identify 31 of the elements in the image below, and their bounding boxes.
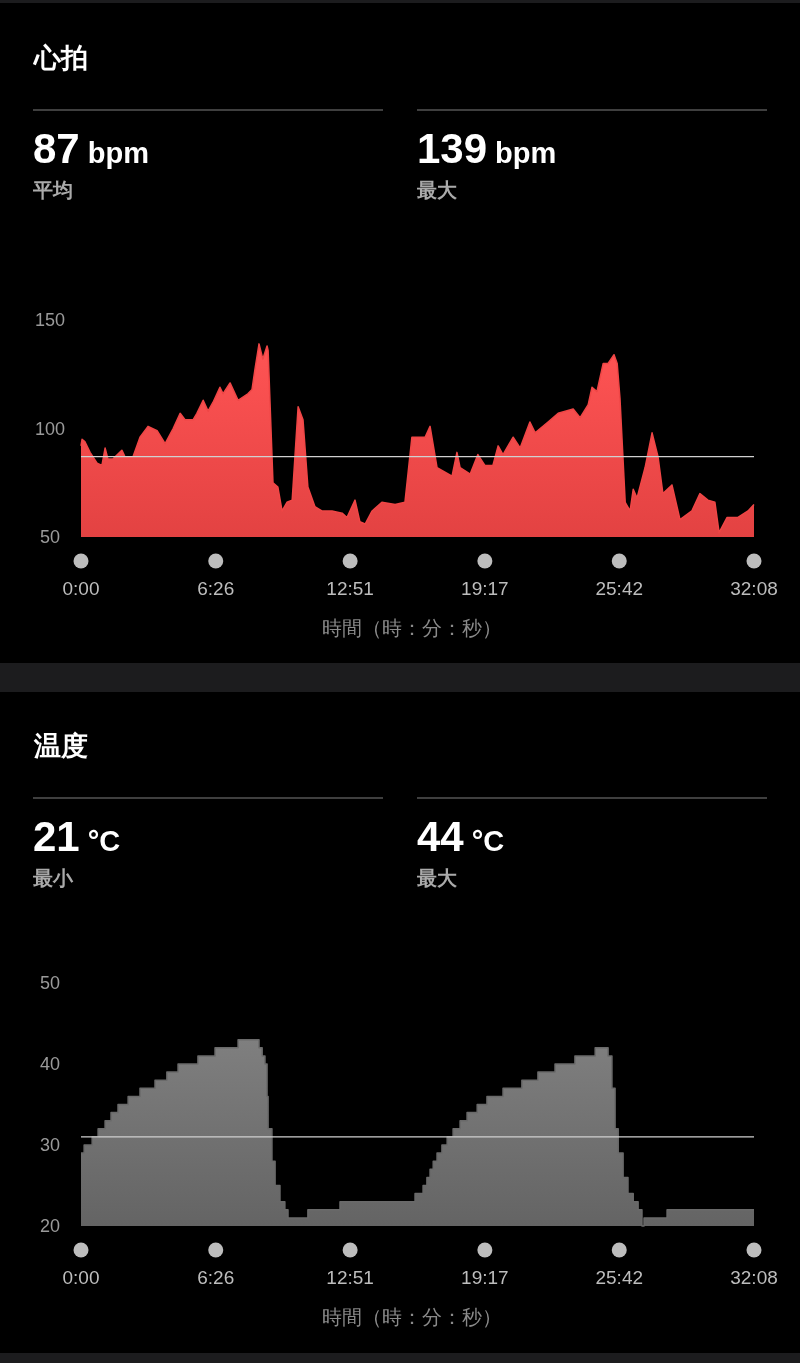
text: 139 bpm <box>417 125 557 172</box>
chart-title: 温度 <box>33 731 88 761</box>
chart-title: 心拍 <box>32 43 88 73</box>
x-axis-title: 時間（時：分：秒） <box>322 1306 502 1328</box>
y-tick-label: 50 <box>39 973 61 994</box>
text: 最大 <box>416 179 458 201</box>
x-tick-label: 12:51 <box>326 578 374 599</box>
x-tick-label: 25:42 <box>595 578 644 599</box>
text: 21 °C <box>33 813 121 860</box>
x-axis-title: 時間（時：分：秒） <box>322 617 502 639</box>
x-tick-label: 0:00 <box>62 578 100 599</box>
y-tick-label: 40 <box>39 1054 61 1075</box>
y-tick-label: 100 <box>34 418 66 439</box>
y-tick-label: 30 <box>39 1135 61 1156</box>
text: 44 °C <box>417 813 505 860</box>
x-tick-label: 6:26 <box>197 578 235 599</box>
x-tick-label: 32:08 <box>730 1267 778 1288</box>
text: 平均 <box>32 179 73 201</box>
text: 最小 <box>32 867 74 889</box>
text: 87 bpm <box>33 125 149 172</box>
x-tick-label: 25:42 <box>595 1267 644 1288</box>
x-tick-label: 32:08 <box>730 578 778 599</box>
x-tick-label: 12:51 <box>326 1267 374 1288</box>
text: 最大 <box>416 867 458 889</box>
y-tick-label: 20 <box>39 1216 61 1237</box>
x-tick-label: 0:00 <box>62 1267 100 1288</box>
x-tick-label: 19:17 <box>461 578 509 599</box>
x-tick-label: 19:17 <box>461 1267 509 1288</box>
x-tick-label: 6:26 <box>197 1267 235 1288</box>
y-tick-label: 50 <box>39 527 61 548</box>
y-tick-label: 150 <box>34 310 66 331</box>
